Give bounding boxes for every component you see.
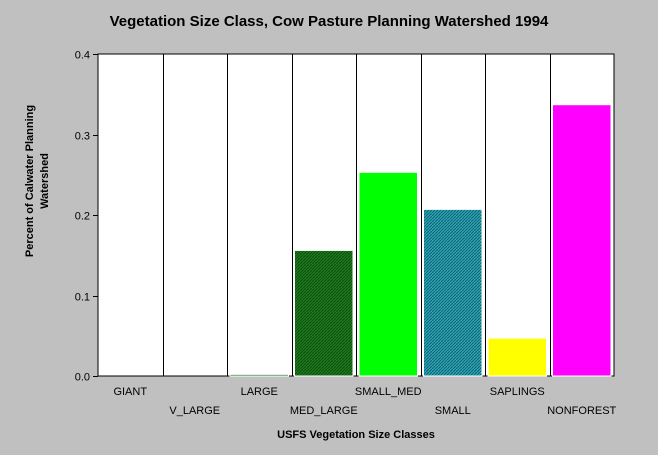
x-tick-label: GIANT (113, 386, 147, 398)
x-tick-label: MED_LARGE (290, 405, 358, 417)
y-tick-label: 0.3 (75, 131, 90, 143)
x-tick-label: V_LARGE (169, 405, 220, 417)
x-tick-label: LARGE (241, 386, 278, 398)
bar-large (229, 373, 289, 377)
y-ticks: 0.0 0.1 0.2 0.3 0.4 (75, 50, 98, 384)
bars (229, 104, 612, 377)
x-axis-title: USFS Vegetation Size Classes (277, 429, 435, 441)
bar-small-med (358, 171, 418, 377)
x-tick-label: NONFOREST (547, 405, 616, 417)
x-tick-label: SAPLINGS (490, 386, 545, 398)
bar-med-large (294, 249, 354, 377)
y-tick-label: 0.4 (75, 50, 90, 62)
bar-saplings (487, 337, 547, 377)
y-tick-label: 0.1 (75, 292, 90, 304)
bar-nonforest (552, 104, 612, 377)
x-tick-labels: GIANT V_LARGE LARGE MED_LARGE SMALL_MED SMALL… (113, 386, 616, 417)
chart-title: Vegetation Size Class, Cow Pasture Plann… (109, 13, 549, 30)
y-tick-label: 0.2 (75, 211, 90, 223)
x-tick-label: SMALL (435, 405, 471, 417)
grid-lines (163, 54, 551, 376)
y-tick-label: 0.0 (75, 372, 90, 384)
bar-small (423, 208, 483, 377)
x-tick-label: SMALL_MED (355, 386, 422, 398)
